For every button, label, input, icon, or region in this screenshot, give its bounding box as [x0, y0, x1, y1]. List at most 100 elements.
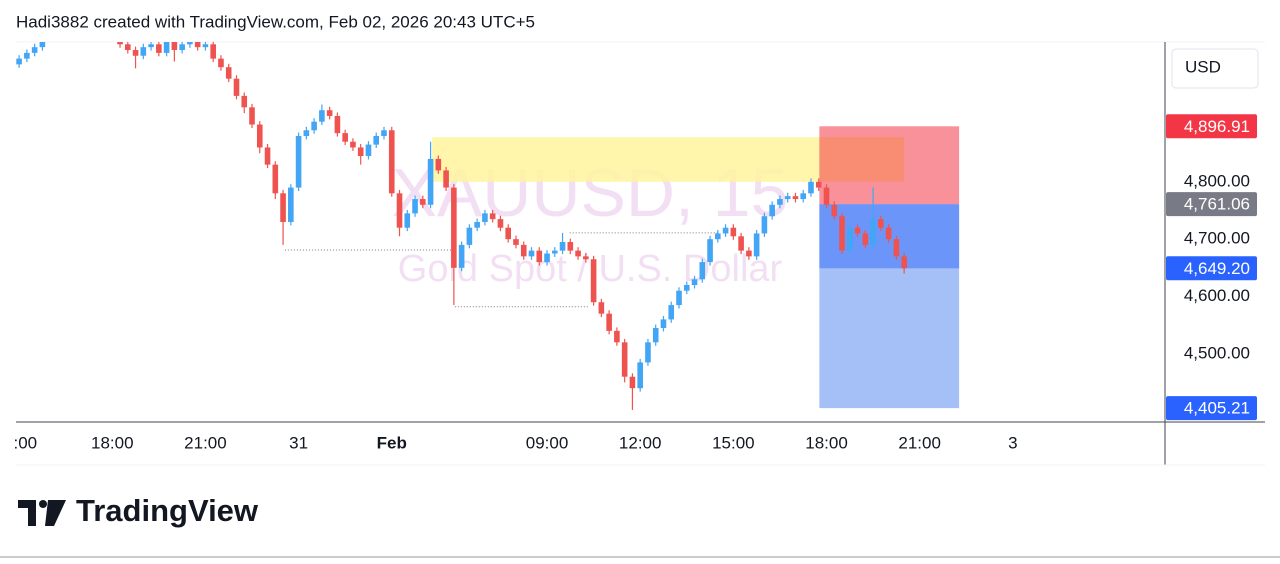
candle-body [513, 239, 519, 245]
candle-body [396, 193, 403, 228]
price-tag [1166, 256, 1257, 281]
candle-body [233, 78, 240, 96]
candle-body [256, 124, 263, 148]
candle-body [427, 158, 434, 205]
candle-body [823, 187, 830, 205]
brand-logo [18, 500, 66, 526]
candle-body [901, 256, 907, 269]
candle-body [171, 42, 178, 51]
x-tick-label: 31 [289, 433, 308, 452]
candle-body [225, 67, 232, 79]
candle-body [792, 196, 799, 200]
candle-body [621, 342, 628, 377]
candle-body [443, 170, 449, 188]
candle-body [660, 319, 667, 329]
candle-body [777, 199, 783, 205]
candle-body [16, 58, 22, 65]
candle-body [109, 34, 115, 39]
x-tick-label: 15:00 [712, 433, 755, 452]
candle-body [676, 290, 682, 306]
candle-body [590, 259, 597, 303]
candle-body [163, 42, 170, 53]
candle-body [893, 239, 900, 257]
candle-body [280, 193, 286, 222]
candle-body [334, 115, 341, 134]
x-tick-label: 21:00 [184, 433, 227, 452]
candle-body [652, 328, 659, 343]
candle-body [614, 330, 620, 343]
candle-body [746, 250, 752, 257]
header-title: Hadi3882 created with TradingView.com, F… [16, 12, 535, 31]
candle-body [482, 213, 488, 222]
x-tick-label: 3 [1008, 433, 1017, 452]
candle-body [489, 213, 496, 220]
candle-body [124, 44, 131, 51]
currency: USD [1185, 57, 1221, 76]
candle-body [885, 227, 892, 240]
candle-body [629, 376, 636, 389]
candle-body [311, 121, 317, 131]
candle-body [567, 242, 574, 251]
candle-body [117, 42, 123, 45]
candle-body [435, 158, 442, 171]
price-tag-label: 4,649.20 [1184, 259, 1250, 278]
candle-body [878, 219, 884, 228]
candle-body [474, 221, 480, 228]
candle-body [295, 135, 302, 188]
candle-body [637, 362, 643, 389]
x-tick-label: Feb [377, 433, 407, 452]
candle-body [303, 130, 310, 136]
candle-body [847, 227, 853, 251]
stop-zone [819, 126, 960, 205]
y-tick-label: 4,800.00 [1184, 171, 1250, 190]
candle-body [451, 187, 457, 268]
candle-body [202, 44, 209, 48]
candle-body [365, 144, 372, 157]
candle-body [288, 187, 294, 222]
candle-body [388, 130, 395, 194]
price-tag [1166, 114, 1257, 139]
candle-body [319, 110, 325, 122]
candle-body [544, 253, 550, 263]
price-tag-label: 4,896.91 [1184, 117, 1250, 136]
candle-body [373, 135, 380, 145]
candle-body [132, 50, 139, 56]
candle-body [715, 233, 721, 240]
price-tag-label: 4,405.21 [1184, 399, 1250, 418]
currency-box[interactable] [1171, 48, 1259, 89]
candle-body [862, 233, 869, 245]
candle-body [39, 42, 46, 48]
candle-body [753, 233, 760, 257]
candle-body [598, 302, 605, 314]
x-tick-label: :00 [13, 433, 37, 452]
candle-body [722, 227, 729, 234]
x-tick-label: 21:00 [898, 433, 941, 452]
plot [16, 34, 960, 410]
candle-body [520, 244, 527, 257]
candle-body [194, 42, 201, 48]
candle-body [551, 250, 558, 254]
candle-body [404, 213, 411, 228]
candle-body [24, 52, 30, 59]
candle-body [156, 44, 162, 53]
candle-body [326, 110, 333, 116]
candle-body [645, 342, 651, 363]
candle-body [831, 204, 838, 217]
candle-body [583, 256, 589, 260]
candle-body [381, 130, 387, 136]
candle-body [784, 196, 791, 200]
candle-body [707, 239, 713, 263]
y-tick-label: 4,500.00 [1184, 343, 1250, 362]
candle-body [497, 219, 504, 228]
brand-name: TradingView [76, 493, 259, 528]
y-tick-label: 4,700.00 [1184, 229, 1250, 248]
candle-body [691, 279, 698, 286]
candle-body [458, 244, 465, 268]
candle-body [357, 147, 364, 157]
y-tick-label: 4,600.00 [1184, 286, 1250, 305]
candle-body [769, 204, 775, 217]
candle-body [420, 199, 426, 205]
candle-body [870, 219, 876, 245]
candle-body [210, 44, 216, 59]
